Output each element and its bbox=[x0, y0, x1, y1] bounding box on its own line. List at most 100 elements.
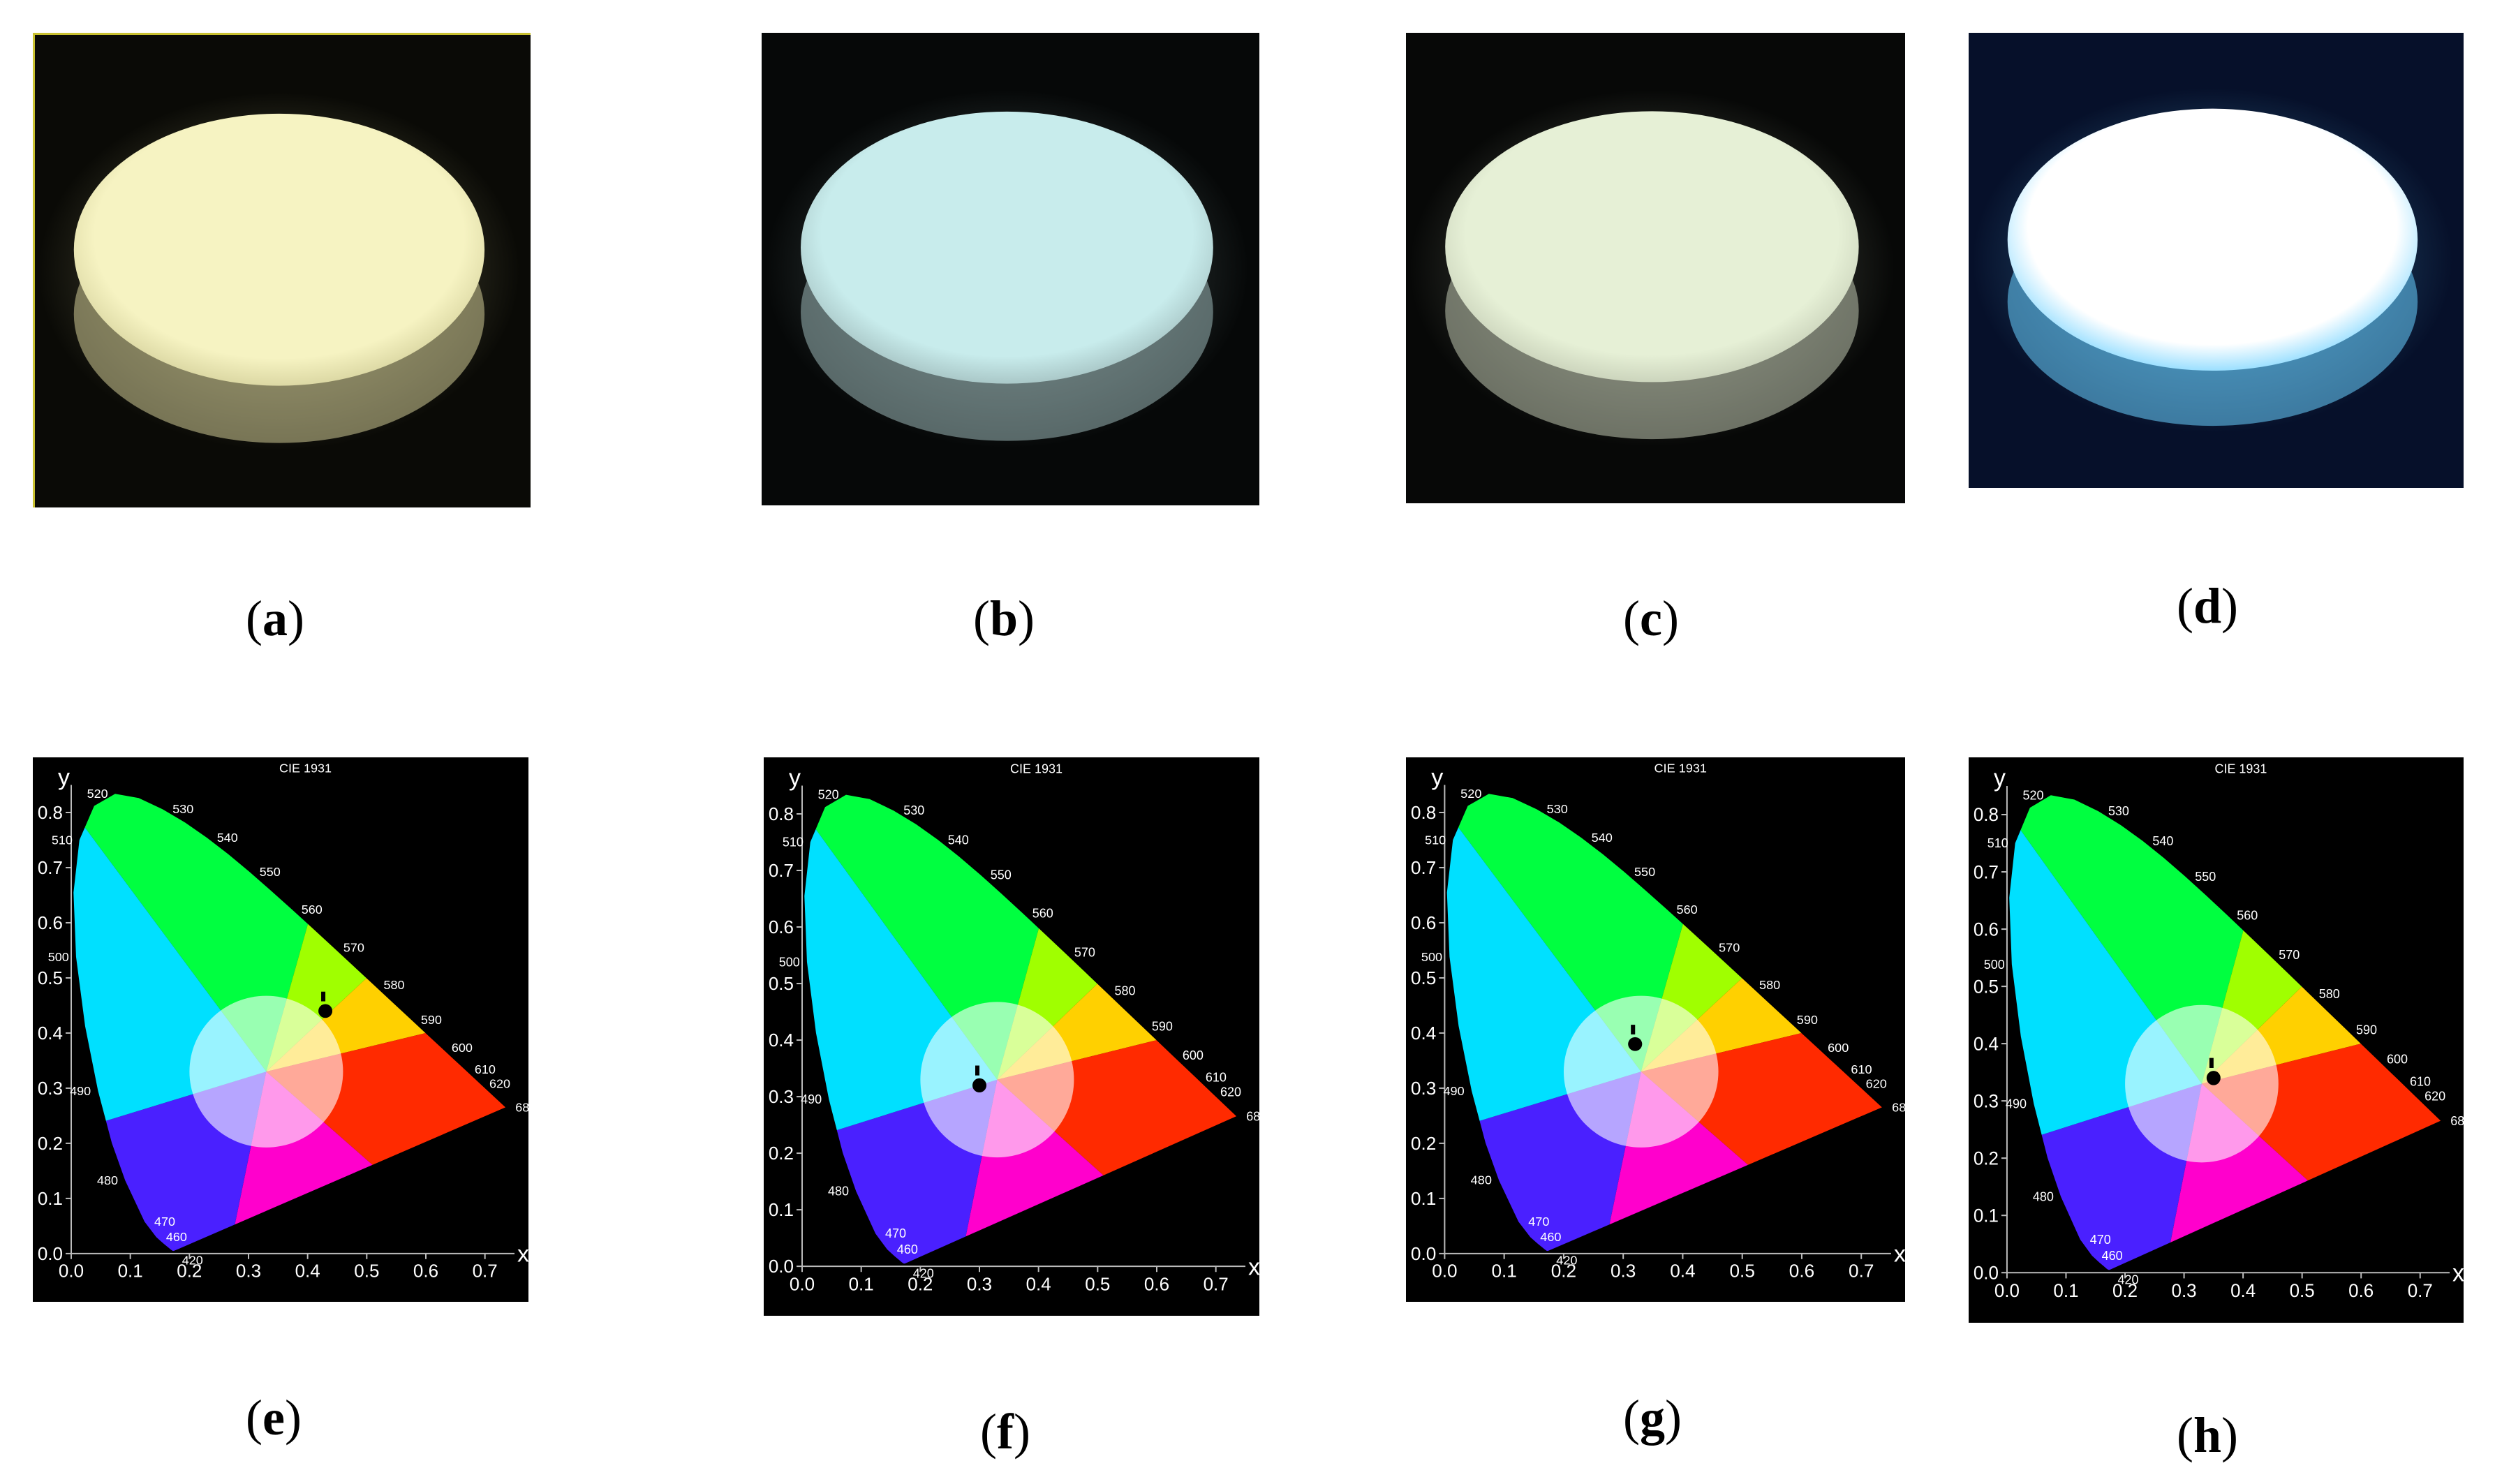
wavelength-label: 490 bbox=[70, 1084, 91, 1098]
x-tick-label: 0.2 bbox=[177, 1262, 202, 1282]
x-tick-label: 0.7 bbox=[2408, 1280, 2433, 1301]
wavelength-label: 540 bbox=[2152, 834, 2173, 848]
x-tick-label: 0.6 bbox=[1789, 1262, 1814, 1282]
caption-c: (c) bbox=[1623, 591, 1679, 646]
wavelength-label: 610 bbox=[1851, 1062, 1872, 1076]
wavelength-label: 510 bbox=[1987, 836, 2008, 850]
y-axis-label: y bbox=[789, 764, 801, 791]
x-tick-label: 0.0 bbox=[59, 1262, 84, 1282]
x-tick-label: 0.1 bbox=[2053, 1280, 2078, 1301]
y-tick-label: 0.7 bbox=[1974, 861, 1999, 882]
wavelength-label: 560 bbox=[302, 903, 323, 917]
x-tick-label: 0.4 bbox=[1026, 1273, 1051, 1294]
wavelength-label: 620 bbox=[1220, 1085, 1241, 1099]
wavelength-label: 570 bbox=[1719, 941, 1740, 955]
wavelength-label: 420 bbox=[182, 1254, 203, 1268]
wavelength-label: 570 bbox=[343, 941, 364, 955]
y-tick-label: 0.2 bbox=[1411, 1134, 1436, 1154]
x-tick-label: 0.7 bbox=[1849, 1262, 1874, 1282]
wavelength-label: 680 bbox=[1246, 1109, 1259, 1123]
x-tick-label: 0.2 bbox=[1551, 1262, 1576, 1282]
caption-b: (b) bbox=[973, 591, 1035, 646]
wavelength-label: 550 bbox=[260, 865, 281, 879]
y-tick-label: 0.2 bbox=[1974, 1148, 1999, 1168]
y-axis-label: y bbox=[58, 764, 70, 791]
wavelength-label: 560 bbox=[2237, 908, 2258, 922]
wavelength-label: 560 bbox=[1032, 907, 1053, 921]
chart-title: CIE 1931 bbox=[1010, 762, 1063, 776]
wavelength-label: 580 bbox=[1114, 984, 1135, 998]
wavelength-label: 510 bbox=[52, 833, 73, 847]
x-axis-label: x bbox=[517, 1241, 528, 1268]
y-tick-label: 0.4 bbox=[38, 1024, 63, 1044]
wavelength-label: 550 bbox=[991, 868, 1012, 882]
wavelength-label: 510 bbox=[1425, 833, 1446, 847]
caption-a: (a) bbox=[246, 591, 304, 646]
chromaticity-area bbox=[804, 794, 1237, 1264]
wavelength-label: 480 bbox=[2033, 1189, 2054, 1203]
y-tick-label: 0.3 bbox=[38, 1079, 63, 1099]
caption-d: (d) bbox=[2177, 578, 2239, 634]
pellet-surface bbox=[801, 111, 1213, 384]
wavelength-label: 470 bbox=[885, 1226, 906, 1240]
x-tick-label: 0.0 bbox=[790, 1273, 815, 1294]
wavelength-label: 530 bbox=[2108, 804, 2129, 818]
chart-title: CIE 1931 bbox=[1654, 762, 1707, 776]
wavelength-label: 520 bbox=[1460, 787, 1481, 801]
x-tick-label: 0.3 bbox=[236, 1262, 261, 1282]
y-tick-label: 0.3 bbox=[1974, 1090, 1999, 1111]
y-tick-label: 0.8 bbox=[38, 803, 63, 823]
y-tick-label: 0.7 bbox=[1411, 859, 1436, 878]
y-tick-label: 0.3 bbox=[769, 1086, 794, 1107]
x-tick-label: 0.4 bbox=[295, 1262, 320, 1282]
y-tick-label: 0.1 bbox=[38, 1189, 63, 1209]
chromaticity-area bbox=[73, 794, 506, 1252]
x-tick-label: 0.1 bbox=[849, 1273, 874, 1294]
x-tick-label: 0.4 bbox=[2230, 1280, 2256, 1301]
wavelength-label: 500 bbox=[1984, 958, 2005, 972]
chromaticity-point bbox=[1628, 1037, 1643, 1051]
caption-e: (e) bbox=[246, 1390, 302, 1446]
x-tick-label: 0.0 bbox=[1994, 1280, 2020, 1301]
wavelength-label: 570 bbox=[2279, 948, 2300, 962]
wavelength-label: 420 bbox=[913, 1266, 934, 1280]
wavelength-label: 480 bbox=[97, 1173, 118, 1187]
wavelength-label: 580 bbox=[2319, 987, 2340, 1001]
x-tick-label: 0.5 bbox=[1085, 1273, 1110, 1294]
wavelength-label: 470 bbox=[2090, 1233, 2111, 1247]
y-tick-label: 0.6 bbox=[1974, 919, 1999, 940]
wavelength-label: 530 bbox=[1547, 802, 1568, 816]
wavelength-label: 550 bbox=[1634, 865, 1655, 879]
x-tick-label: 0.6 bbox=[2348, 1280, 2374, 1301]
x-tick-label: 0.2 bbox=[908, 1273, 933, 1294]
y-tick-label: 0.8 bbox=[1411, 803, 1436, 823]
y-tick-label: 0.7 bbox=[38, 859, 63, 878]
x-tick-label: 0.6 bbox=[413, 1262, 438, 1282]
wavelength-label: 580 bbox=[383, 978, 404, 992]
wavelength-label: 460 bbox=[1540, 1230, 1561, 1244]
caption-g: (g) bbox=[1623, 1390, 1682, 1446]
wavelength-label: 590 bbox=[1152, 1020, 1173, 1034]
x-tick-label: 0.1 bbox=[118, 1262, 143, 1282]
y-tick-label: 0.6 bbox=[769, 917, 794, 937]
cie-chart-g: 0.0 0.1 0.2 0.3 0.4 0.5 0.6 0.7 0.0 0.1 0.2 0.3 0.4 0… bbox=[1406, 757, 1905, 1302]
wavelength-label: 490 bbox=[801, 1092, 822, 1106]
x-tick-label: 0.5 bbox=[354, 1262, 379, 1282]
chromaticity-point bbox=[318, 1004, 333, 1018]
x-tick-label: 0.3 bbox=[2172, 1280, 2197, 1301]
photo-b bbox=[762, 33, 1259, 505]
wavelength-label: 500 bbox=[48, 950, 69, 964]
y-tick-label: 0.5 bbox=[769, 973, 794, 994]
y-tick-label: 0.1 bbox=[769, 1199, 794, 1220]
cie-chart-h: 0.0 0.1 0.2 0.3 0.4 0.5 0.6 0.7 0.0 0.1 0.2 0.3 0.4 0… bbox=[1969, 757, 2464, 1323]
x-tick-label: 0.4 bbox=[1670, 1262, 1695, 1282]
photo-d bbox=[1969, 33, 2464, 488]
y-tick-label: 0.0 bbox=[38, 1245, 63, 1264]
wavelength-label: 520 bbox=[2023, 788, 2044, 802]
y-tick-label: 0.5 bbox=[1974, 976, 1999, 997]
y-tick-label: 0.6 bbox=[1411, 914, 1436, 933]
wavelength-label: 590 bbox=[421, 1013, 442, 1027]
x-tick-label: 0.6 bbox=[1144, 1273, 1169, 1294]
y-tick-label: 0.0 bbox=[769, 1256, 794, 1277]
x-tick-label: 0.3 bbox=[967, 1273, 992, 1294]
